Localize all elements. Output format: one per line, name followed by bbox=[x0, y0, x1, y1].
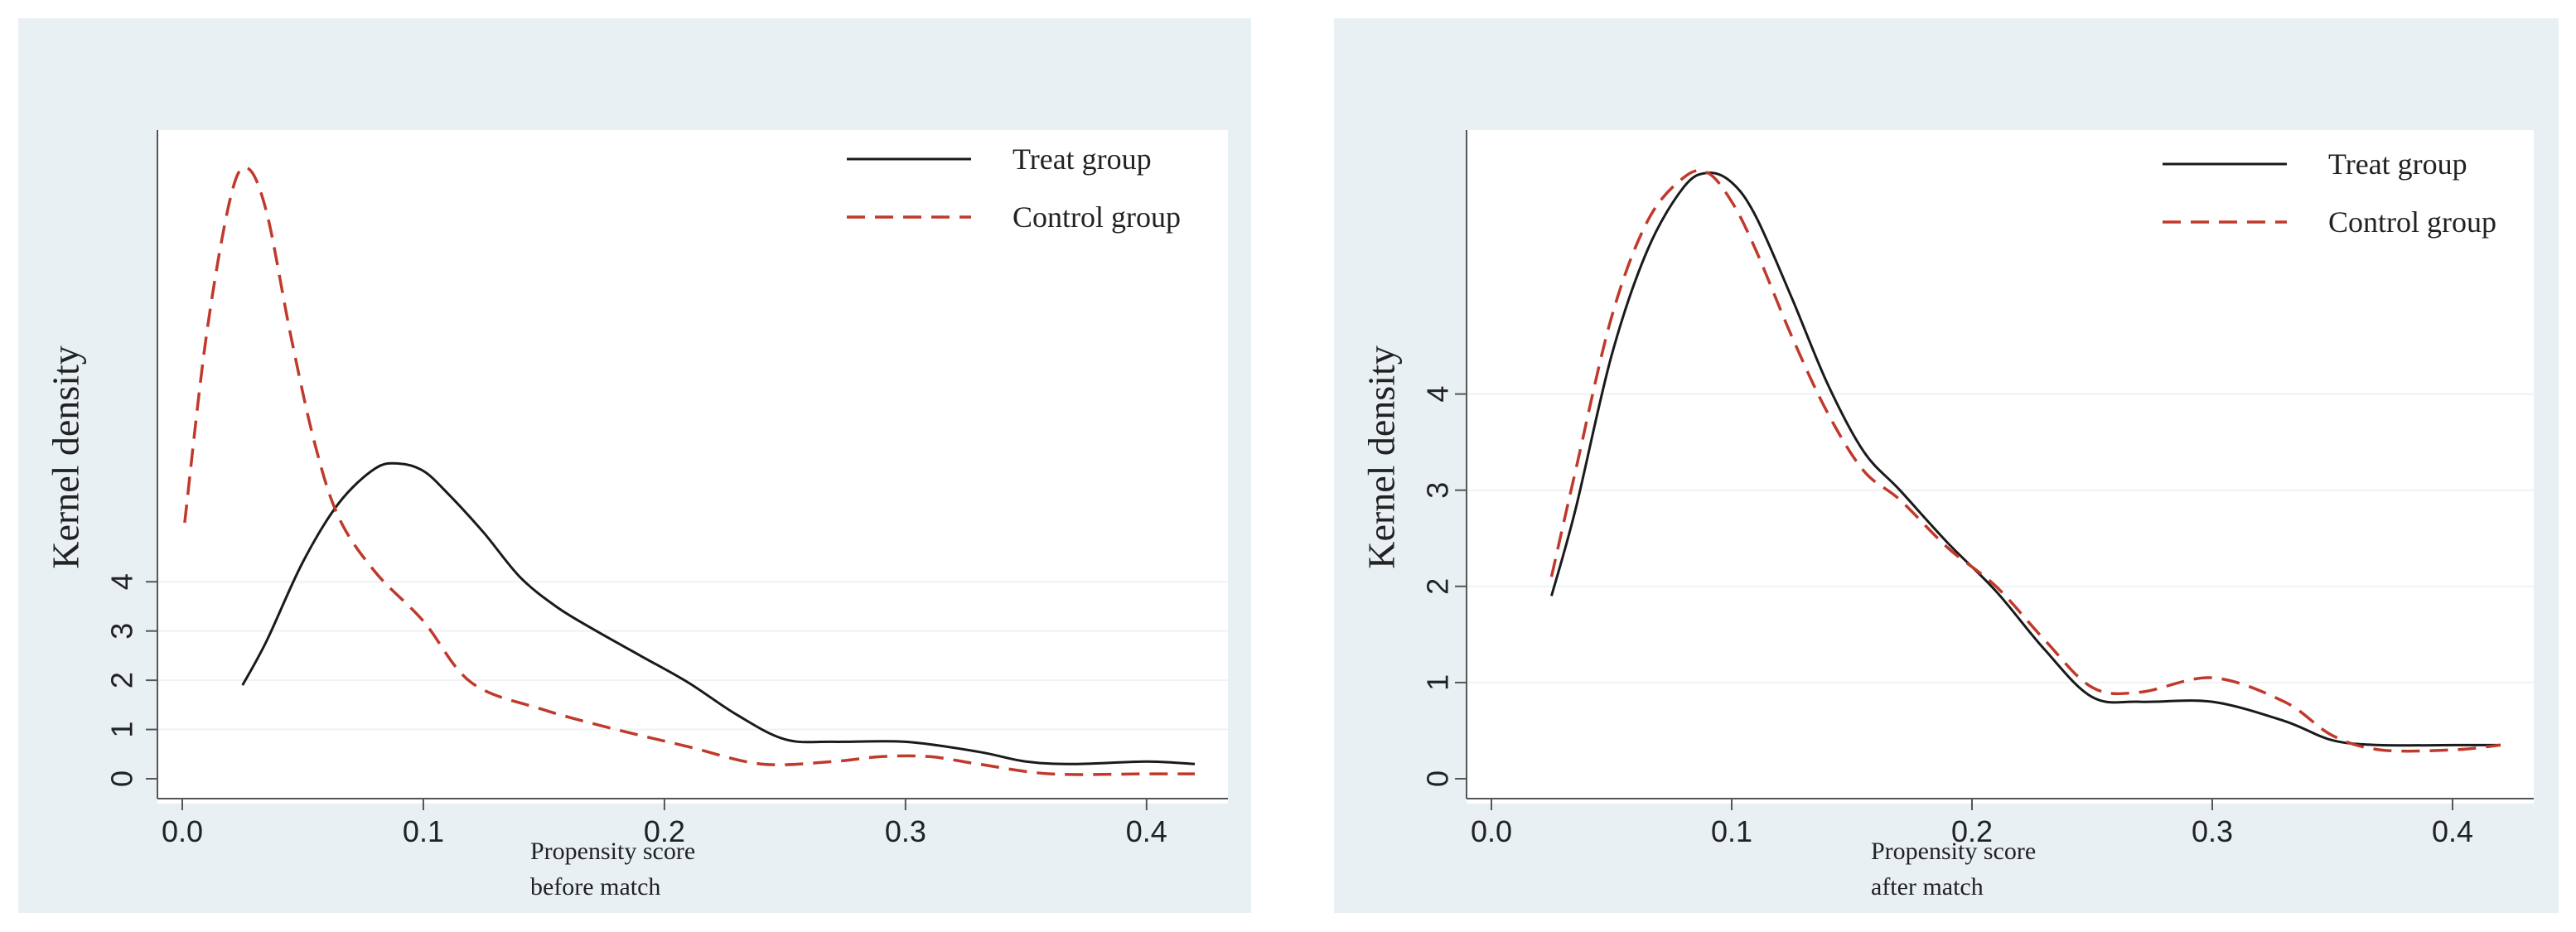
left-chart-svg: 0 1 2 3 4 0.0 0.1 0.2 0.3 0.4 Kernel density Propen… bbox=[45, 130, 1228, 901]
x-axis-title-line2: after match bbox=[1871, 873, 1984, 901]
x-tick-label: 0.2 bbox=[644, 814, 685, 848]
y-axis-title: Kernel density bbox=[45, 345, 87, 569]
y-tick-label: 2 bbox=[105, 672, 139, 688]
legend-treat-label: Treat group bbox=[2328, 147, 2467, 181]
x-axis-title-line1: Propensity score bbox=[530, 838, 695, 865]
x-tick-label: 0.0 bbox=[1471, 814, 1512, 848]
x-tick-label: 0.1 bbox=[403, 814, 444, 848]
y-axis-title: Kernel density bbox=[1360, 345, 1403, 569]
y-tick-label: 0 bbox=[105, 770, 139, 787]
x-tick-label: 0.4 bbox=[2432, 814, 2473, 848]
y-tick-label: 3 bbox=[1421, 482, 1455, 499]
x-tick-label: 0.3 bbox=[2192, 814, 2233, 848]
legend-control-label: Control group bbox=[2328, 205, 2496, 239]
x-tick-label: 0.2 bbox=[1951, 814, 1993, 848]
x-axis-title-line2: before match bbox=[530, 873, 660, 901]
y-tick-label: 4 bbox=[1421, 386, 1455, 403]
y-tick-label: 2 bbox=[1421, 578, 1455, 595]
y-tick-label: 3 bbox=[105, 623, 139, 640]
right-chart-panel: 0 1 2 3 4 0.0 0.1 0.2 0.3 0.4 Kernel density Propen… bbox=[1334, 18, 2559, 913]
treat-group-line bbox=[1550, 171, 2501, 747]
x-tick-label: 0.0 bbox=[162, 814, 203, 848]
x-tick-label: 0.4 bbox=[1126, 814, 1167, 848]
right-chart-svg: 0 1 2 3 4 0.0 0.1 0.2 0.3 0.4 Kernel density Propen… bbox=[1360, 130, 2534, 901]
x-tick-label: 0.3 bbox=[885, 814, 926, 848]
x-axis-title-line1: Propensity score bbox=[1871, 838, 2036, 865]
control-group-line bbox=[183, 166, 1195, 776]
left-chart-panel: 0 1 2 3 4 0.0 0.1 0.2 0.3 0.4 Kernel density Propen… bbox=[18, 18, 1251, 913]
treat-group-line bbox=[241, 461, 1196, 765]
legend-control-label: Control group bbox=[1013, 200, 1181, 234]
plot-area bbox=[1467, 130, 2534, 804]
y-tick-label: 0 bbox=[1421, 770, 1455, 787]
plot-area bbox=[157, 130, 1228, 804]
legend-treat-label: Treat group bbox=[1013, 142, 1152, 176]
control-group-line bbox=[1549, 169, 2501, 753]
y-tick-label: 1 bbox=[105, 722, 139, 738]
y-tick-label: 1 bbox=[1421, 674, 1455, 691]
x-tick-label: 0.1 bbox=[1711, 814, 1752, 848]
y-tick-label: 4 bbox=[105, 573, 139, 590]
